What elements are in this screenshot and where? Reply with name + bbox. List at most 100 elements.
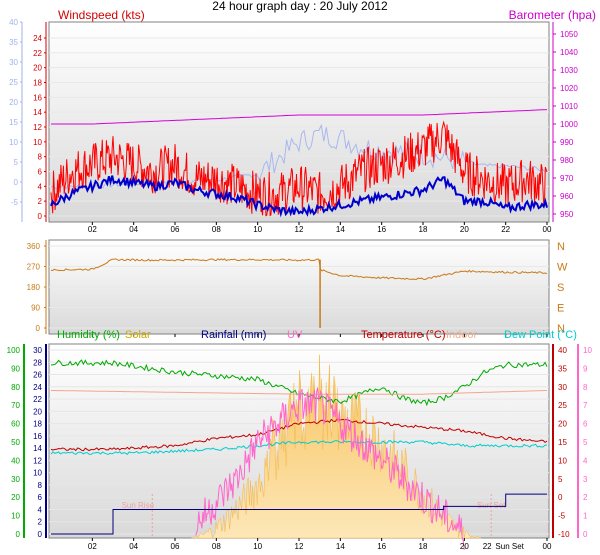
tick-label: 25	[9, 78, 18, 87]
series-line-2	[50, 120, 548, 217]
tick-label: 90	[31, 304, 40, 313]
x-tick-label: 18	[419, 542, 428, 551]
x-tick-label: 22	[483, 542, 492, 551]
tick-label: 30	[558, 383, 567, 392]
tick-label: 40	[9, 18, 18, 27]
tick-label: -5	[11, 198, 19, 207]
legend-item: Rainfall (mm)	[201, 329, 266, 341]
tick-label: 4	[583, 456, 588, 465]
series-line-4	[195, 387, 465, 550]
tick-label: 360	[27, 242, 41, 251]
tick-label: 5	[14, 158, 19, 167]
tick-label: 30	[33, 346, 42, 355]
tick-label: 25	[558, 401, 567, 410]
tick-label: 950	[560, 210, 574, 219]
tick-label: 0	[583, 530, 588, 539]
sunrise-label: Sun Rise	[122, 501, 155, 510]
tick-label: 10	[33, 469, 42, 478]
x-tick-label: 00	[543, 542, 552, 551]
tick-label: 15	[558, 438, 567, 447]
tick-label: 6	[38, 493, 43, 502]
x-tick-label: 00	[543, 225, 552, 234]
tick-label: 26	[33, 371, 42, 380]
x-tick-label: 06	[171, 225, 180, 234]
tick-label: 970	[560, 174, 574, 183]
tick-label: 1	[583, 512, 588, 521]
x-tick-label: 20	[460, 225, 469, 234]
tick-label: 1020	[560, 84, 578, 93]
tick-label: 90	[11, 364, 20, 373]
tick-label: 22	[33, 49, 42, 58]
x-tick-label: 12	[295, 225, 304, 234]
tick-label: 22	[33, 395, 42, 404]
tick-label: 270	[27, 263, 41, 272]
tick-label: 20	[11, 493, 20, 502]
x-tick-label: 12	[295, 542, 304, 551]
tick-label: 0	[16, 530, 21, 539]
tick-label: 14	[33, 444, 42, 453]
tick-label: 0	[38, 212, 43, 221]
legend-item: Temperature (°C)	[361, 329, 445, 341]
x-tick-label: 16	[377, 542, 386, 551]
legend-item: Humidity (%)	[57, 329, 120, 341]
tick-label: 0	[38, 530, 43, 539]
tick-label: 8	[38, 153, 43, 162]
tick-label: 5	[583, 438, 588, 447]
tick-label: 10	[583, 346, 592, 355]
tick-label: 30	[9, 58, 18, 67]
x-tick-label: 02	[88, 225, 97, 234]
x-tick-label: 10	[253, 542, 262, 551]
tick-label: 0	[36, 324, 41, 333]
tick-label: 40	[11, 456, 20, 465]
tick-label: 35	[9, 38, 18, 47]
x-tick-label: 06	[171, 542, 180, 551]
tick-label: 10	[558, 456, 567, 465]
tick-label: -5	[558, 512, 566, 521]
tick-label: 10	[9, 138, 18, 147]
tick-label: 1040	[560, 48, 578, 57]
tick-label: 10	[11, 512, 20, 521]
compass-label: E	[557, 303, 564, 315]
tick-label: 9	[583, 364, 588, 373]
tick-label: 12	[33, 456, 42, 465]
tick-label: 30	[11, 475, 20, 484]
tick-label: 1030	[560, 66, 578, 75]
tick-label: 180	[27, 283, 41, 292]
tick-label: 7	[583, 401, 588, 410]
x-tick-label: 08	[212, 225, 221, 234]
tick-label: 60	[11, 420, 20, 429]
tick-label: 28	[33, 358, 42, 367]
legend-item: Indoor	[446, 329, 478, 341]
tick-label: 20	[558, 420, 567, 429]
x-tick-label: 16	[377, 225, 386, 234]
tick-label: 3	[583, 475, 588, 484]
tick-label: 2	[38, 518, 43, 527]
tick-label: 960	[560, 192, 574, 201]
tick-label: 14	[33, 108, 42, 117]
x-tick-label: 10	[253, 225, 262, 234]
x-tick-label: 14	[336, 225, 345, 234]
chart-title: 24 hour graph day : 20 July 2012	[212, 0, 388, 13]
tick-label: 16	[33, 93, 42, 102]
tick-label: 6	[38, 168, 43, 177]
series-line-3	[50, 174, 548, 218]
tick-label: 8	[583, 383, 588, 392]
tick-label: 12	[33, 123, 42, 132]
compass-label: W	[557, 262, 568, 274]
tick-label: 20	[9, 98, 18, 107]
tick-label: 18	[33, 79, 42, 88]
series-line-3	[50, 440, 547, 456]
tick-label: 18	[33, 420, 42, 429]
x-tick-label: 14	[336, 542, 345, 551]
tick-label: 80	[11, 383, 20, 392]
series-line-direction	[50, 258, 548, 281]
tick-label: 6	[583, 420, 588, 429]
baro-axis-label: Barometer (hpa)	[509, 8, 596, 22]
x-tick-label: 22	[501, 225, 510, 234]
tick-label: 0	[558, 493, 563, 502]
tick-label: 5	[558, 475, 563, 484]
x-tick-label: 02	[88, 542, 97, 551]
series-line-2	[50, 418, 548, 452]
tick-label: 20	[33, 64, 42, 73]
